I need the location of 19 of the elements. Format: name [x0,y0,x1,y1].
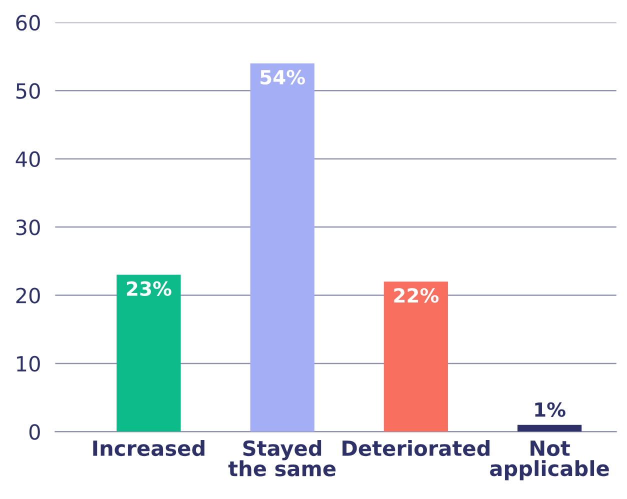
bar [116,274,181,432]
x-tick-label: Not applicable [490,440,609,480]
data-label: 22% [394,288,439,303]
x-tick-label: Stayed the same [228,440,336,476]
data-label: 54% [260,70,305,85]
x-tick-label: Increased [93,440,204,456]
bar [250,63,314,432]
bar [517,424,582,432]
x-tick-label: Deteriorated [342,440,490,456]
y-tick-label: 50 [16,83,40,99]
y-tick-label: 30 [16,220,40,236]
data-label: 1% [535,402,566,417]
y-tick-label: 20 [16,288,40,304]
y-tick-label: 60 [16,14,40,31]
y-tick-label: 0 [29,424,40,440]
y-tick-label: 10 [17,356,40,372]
bar [384,282,448,432]
y-tick-label: 40 [16,151,40,168]
data-label: 23% [126,281,172,296]
